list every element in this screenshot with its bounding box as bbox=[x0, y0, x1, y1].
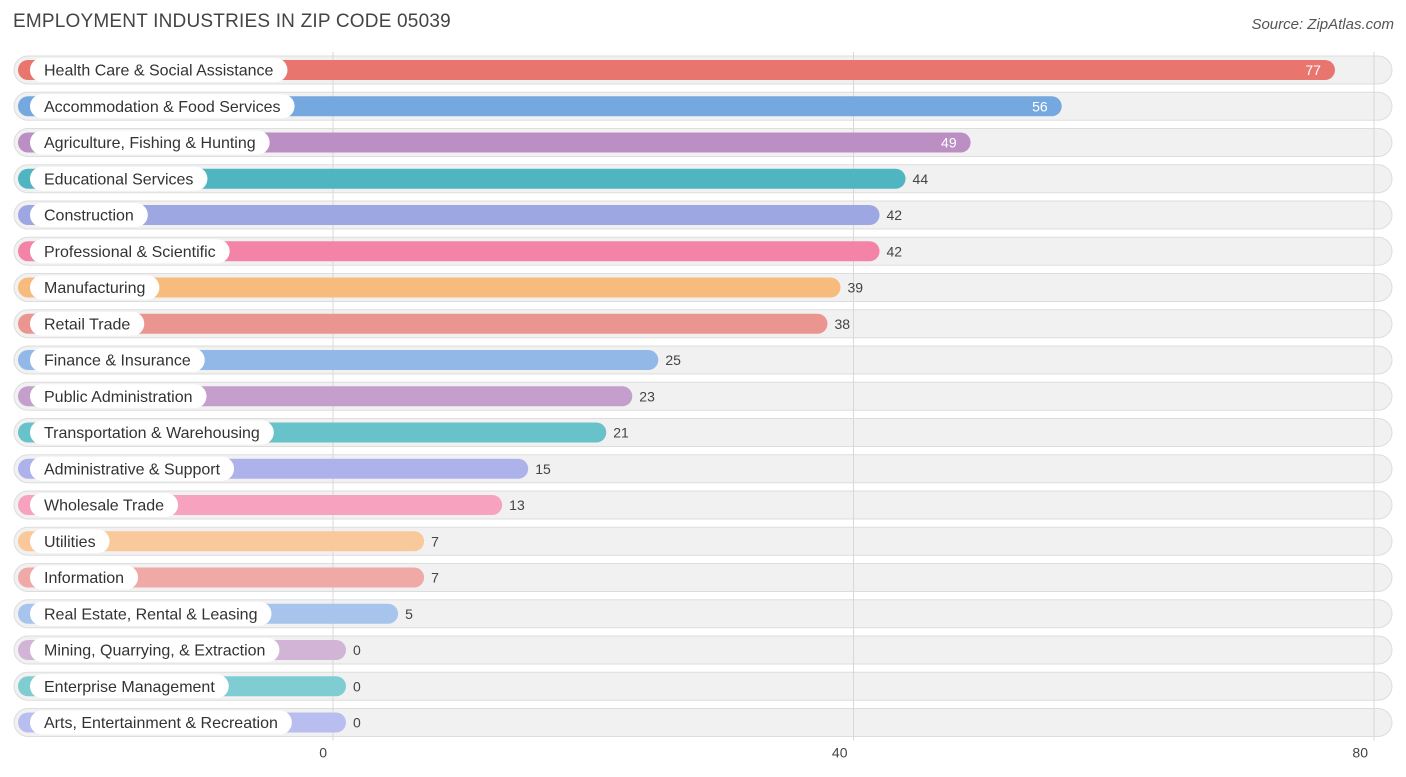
value-label: 7 bbox=[431, 570, 439, 586]
value-label: 42 bbox=[887, 243, 903, 259]
bar-group: Mining, Quarrying, & Extraction 0 bbox=[18, 638, 361, 662]
category-label-pill bbox=[30, 529, 110, 554]
category-label: Accommodation & Food Services bbox=[44, 99, 281, 116]
category-label-pill bbox=[30, 94, 295, 119]
category-label-pill bbox=[30, 203, 148, 227]
value-label: 0 bbox=[353, 715, 361, 731]
bar-group: Wholesale Trade 13 bbox=[18, 493, 525, 517]
bar-group: Arts, Entertainment & Recreation 0 bbox=[18, 710, 361, 735]
bar bbox=[18, 531, 425, 552]
category-label: Utilities bbox=[44, 534, 96, 551]
value-label: 0 bbox=[353, 642, 361, 658]
category-label: Manufacturing bbox=[44, 280, 145, 297]
value-label: 0 bbox=[353, 678, 361, 694]
category-label: Professional & Scientific bbox=[44, 244, 216, 261]
bar-group: Information 7 bbox=[18, 565, 439, 590]
value-label: 23 bbox=[639, 388, 655, 404]
bar-group: Retail Trade 38 bbox=[18, 311, 850, 336]
bar-group: Finance & Insurance 25 bbox=[18, 348, 681, 372]
bar-group: Enterprise Management 0 bbox=[18, 674, 361, 699]
bar-group: Professional & Scientific 42 bbox=[18, 239, 903, 264]
category-label-pill bbox=[30, 348, 205, 372]
value-label: 56 bbox=[1032, 98, 1048, 114]
category-label: Health Care & Social Assistance bbox=[44, 63, 274, 80]
category-label-pill bbox=[30, 638, 280, 662]
value-label: 13 bbox=[509, 497, 525, 513]
value-label: 42 bbox=[887, 207, 903, 223]
bar-group: Manufacturing 39 bbox=[18, 275, 863, 300]
category-label-pill bbox=[30, 311, 145, 336]
row-background bbox=[13, 671, 1393, 701]
category-label: Construction bbox=[44, 208, 134, 225]
value-label: 38 bbox=[834, 316, 850, 332]
category-label: Information bbox=[44, 570, 124, 587]
row-background bbox=[13, 708, 1393, 737]
category-label: Enterprise Management bbox=[44, 679, 215, 696]
category-label: Arts, Entertainment & Recreation bbox=[44, 715, 278, 732]
category-label-pill bbox=[30, 456, 235, 481]
category-label-pill bbox=[30, 58, 288, 82]
category-label: Agriculture, Fishing & Hunting bbox=[44, 135, 256, 152]
value-label: 77 bbox=[1305, 62, 1321, 78]
category-label: Retail Trade bbox=[44, 316, 130, 333]
category-label-pill bbox=[30, 384, 207, 409]
category-label: Real Estate, Rental & Leasing bbox=[44, 606, 257, 623]
category-label-pill bbox=[30, 493, 179, 517]
row-background bbox=[13, 635, 1393, 665]
bar bbox=[18, 205, 880, 225]
category-label-pill bbox=[30, 420, 274, 445]
value-label: 39 bbox=[847, 280, 863, 296]
category-label-pill bbox=[30, 275, 160, 300]
bar-group: Educational Services 44 bbox=[18, 166, 929, 191]
value-label: 21 bbox=[613, 425, 629, 441]
category-label: Mining, Quarrying, & Extraction bbox=[44, 643, 265, 660]
bar bbox=[18, 277, 841, 298]
value-label: 15 bbox=[535, 461, 551, 477]
axis-tick-label: 0 bbox=[319, 745, 327, 761]
value-label: 5 bbox=[405, 606, 413, 622]
axis-tick-label: 40 bbox=[832, 745, 848, 761]
bar-group: Real Estate, Rental & Leasing 5 bbox=[18, 601, 413, 626]
chart-title: EMPLOYMENT INDUSTRIES IN ZIP CODE 05039 bbox=[13, 11, 451, 32]
category-label: Educational Services bbox=[44, 171, 193, 188]
category-label: Finance & Insurance bbox=[44, 353, 191, 370]
value-label: 44 bbox=[913, 171, 929, 187]
bar bbox=[18, 313, 828, 334]
category-label-pill bbox=[30, 601, 272, 626]
bar-group: Administrative & Support 15 bbox=[18, 456, 551, 481]
bar bbox=[18, 168, 906, 189]
category-label-pill bbox=[30, 565, 139, 590]
value-label: 49 bbox=[941, 135, 957, 151]
category-label-pill bbox=[30, 166, 208, 191]
category-label: Transportation & Warehousing bbox=[44, 425, 260, 442]
bar bbox=[18, 241, 880, 262]
category-label: Public Administration bbox=[44, 389, 193, 406]
category-label-pill bbox=[30, 710, 292, 735]
bar-group: Public Administration 23 bbox=[18, 384, 655, 409]
bar-group: Construction 42 bbox=[18, 203, 902, 227]
bar-group: Transportation & Warehousing 21 bbox=[18, 420, 629, 445]
category-label-pill bbox=[30, 130, 270, 155]
category-label-pill bbox=[30, 674, 229, 699]
bar bbox=[18, 60, 1335, 80]
bar-group: Accommodation & Food Services 56 bbox=[18, 94, 1062, 119]
bar-group: Agriculture, Fishing & Hunting 49 bbox=[18, 130, 971, 155]
bar-group: Health Care & Social Assistance 77 bbox=[18, 58, 1335, 82]
value-label: 7 bbox=[431, 533, 439, 549]
bar-group: Utilities 7 bbox=[18, 529, 439, 554]
chart-source: Source: ZipAtlas.com bbox=[1251, 16, 1394, 33]
axis-tick-label: 80 bbox=[1352, 745, 1368, 761]
category-label: Administrative & Support bbox=[44, 461, 221, 478]
category-label: Wholesale Trade bbox=[44, 498, 164, 515]
category-label-pill bbox=[30, 239, 230, 264]
value-label: 25 bbox=[665, 352, 681, 368]
